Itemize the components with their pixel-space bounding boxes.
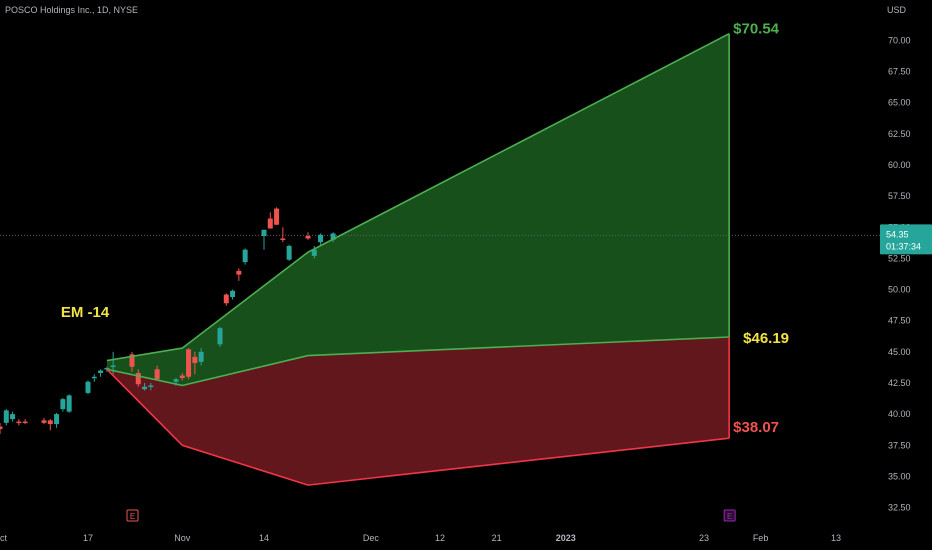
price-axis-tick: 35.00 [888,471,911,481]
chart-title: POSCO Holdings Inc., 1D, NYSE [5,5,139,15]
candle-body [192,356,198,364]
price-axis-tick: 40.00 [888,409,911,419]
candle-body [22,421,28,424]
candle-body [173,379,179,382]
last-price-value: 54.35 [886,229,909,239]
candle-body [0,426,3,430]
last-price-countdown: 01:37:34 [886,241,921,251]
candle-body [85,381,91,393]
candle-body [267,218,273,229]
earnings-marker [723,509,736,522]
candle-body [142,386,148,390]
candle-body [148,385,154,387]
candle-body [179,375,185,378]
lower-bound-line [106,368,730,486]
time-axis-tick: 13 [831,533,841,543]
candle-body [280,238,286,240]
price-axis-tick: 47.50 [888,316,911,326]
mid-bound-line [106,336,730,387]
earnings-marker [126,509,139,522]
price-axis-tick: 45.00 [888,347,911,357]
candle-body [3,410,9,423]
time-axis-tick: Nov [174,533,191,543]
price-axis-tick: 42.50 [888,378,911,388]
time-axis-tick: 2023 [556,533,576,543]
time-axis-tick: 23 [699,533,709,543]
candle-body [54,414,60,425]
upper-bound-line [106,32,730,362]
mid-target-label: $46.19 [743,330,789,347]
candle-body [330,233,336,240]
candle-body [98,370,104,374]
candle-body [305,235,311,239]
candle-body [217,328,223,345]
candle-body [286,245,292,260]
price-axis-tick: 67.50 [888,67,911,77]
price-axis-tick: 65.00 [888,98,911,108]
price-axis-tick: 70.00 [888,35,911,45]
earnings-marker-label: E [130,512,135,521]
earnings-marker-label: E [727,512,732,521]
candle-body [230,290,236,298]
upper-cone-fill [106,33,730,386]
candle-body [223,294,229,304]
candle-body [186,349,192,377]
lower-cone-fill [106,337,730,486]
time-axis-tick: 21 [492,533,502,543]
candle-body [318,234,324,243]
price-axis-tick: 62.50 [888,129,911,139]
candle-body [274,208,280,225]
price-axis-tick: 52.50 [888,253,911,263]
candle-body [66,395,72,412]
candle-body [242,249,248,263]
candle-body [154,369,160,380]
price-axis-unit: USD [887,5,907,15]
candle-body [41,420,47,423]
candle-body [60,399,66,410]
upper-target-label: $70.54 [733,21,780,38]
time-axis-tick: 14 [259,533,269,543]
candle-body [198,351,204,362]
price-axis-tick: 37.50 [888,440,911,450]
em-label: EM -14 [61,304,110,321]
candle-body [311,249,317,256]
time-axis-tick: Oct [0,533,7,543]
time-axis-tick: Dec [363,533,380,543]
candle-body [236,270,242,275]
price-axis-tick: 60.00 [888,160,911,170]
candle-body [135,373,141,385]
time-axis-tick: 12 [435,533,445,543]
candle-body [104,368,110,370]
lower-target-label: $38.07 [733,419,779,436]
candle-body [261,229,267,236]
candle-body [16,421,22,424]
candle-body [129,354,135,367]
price-axis-tick: 32.50 [888,503,911,513]
candle-body [110,365,116,368]
candle-body [91,376,97,379]
time-axis-tick: 17 [83,533,93,543]
candle-body [10,414,16,420]
price-axis-tick: 50.00 [888,285,911,295]
time-axis-tick: Feb [753,533,769,543]
last-price-badge [880,224,932,255]
price-axis-tick: 57.50 [888,191,911,201]
candle-body [47,420,53,425]
